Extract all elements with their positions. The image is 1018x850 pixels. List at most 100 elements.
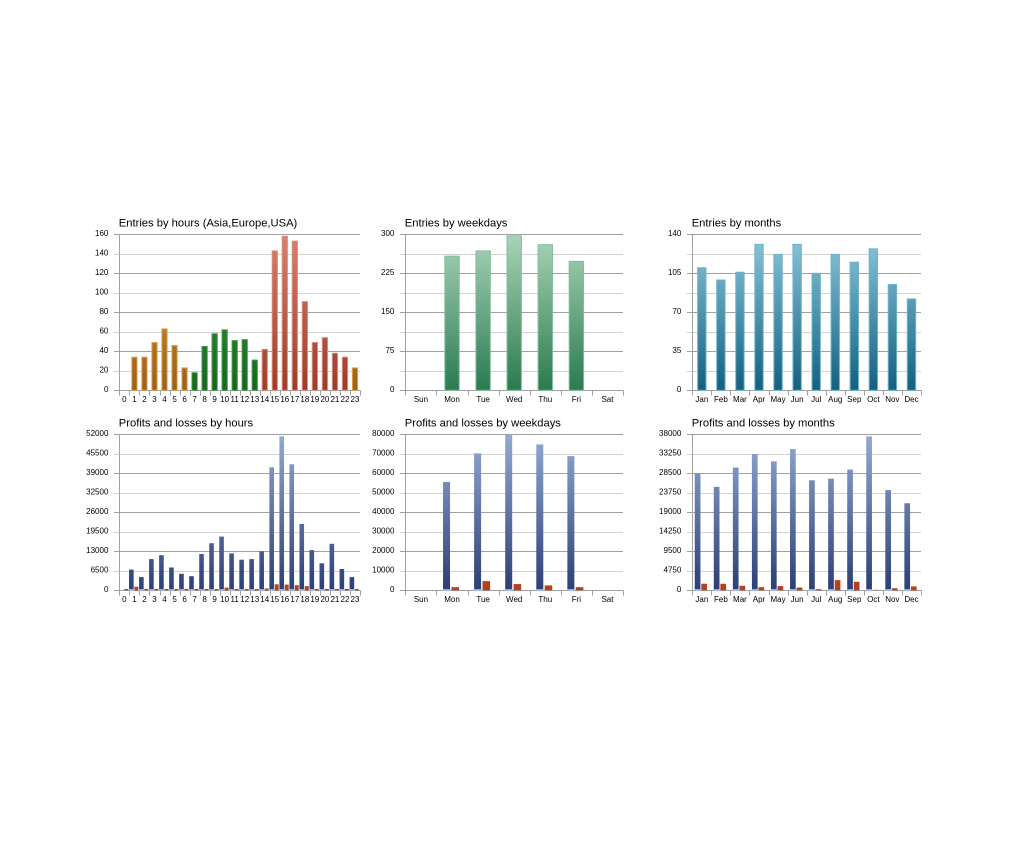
svg-text:23: 23	[351, 395, 360, 404]
svg-text:19: 19	[310, 595, 319, 604]
svg-text:0: 0	[122, 595, 127, 604]
svg-text:17: 17	[290, 395, 299, 404]
svg-text:19000: 19000	[659, 507, 682, 516]
svg-text:105: 105	[668, 268, 682, 277]
svg-text:32500: 32500	[86, 488, 109, 497]
svg-text:Nov: Nov	[885, 595, 899, 604]
svg-text:0: 0	[104, 385, 109, 394]
svg-text:10: 10	[220, 395, 229, 404]
svg-text:20: 20	[320, 395, 329, 404]
svg-text:4: 4	[162, 395, 167, 404]
svg-text:Jan: Jan	[695, 595, 708, 604]
svg-text:Entries by weekdays: Entries by weekdays	[405, 218, 508, 230]
svg-text:80: 80	[99, 307, 108, 316]
svg-text:22: 22	[341, 395, 350, 404]
svg-text:8: 8	[202, 595, 207, 604]
svg-text:1: 1	[132, 595, 137, 604]
svg-text:9: 9	[212, 595, 217, 604]
svg-text:9500: 9500	[664, 546, 682, 555]
svg-text:Oct: Oct	[867, 395, 880, 404]
svg-text:19500: 19500	[86, 527, 109, 536]
svg-text:16: 16	[280, 595, 289, 604]
svg-text:Jul: Jul	[811, 395, 821, 404]
svg-text:140: 140	[95, 249, 109, 258]
svg-text:Jun: Jun	[791, 395, 804, 404]
svg-text:Jan: Jan	[695, 395, 708, 404]
svg-text:0: 0	[677, 585, 682, 594]
svg-text:Sat: Sat	[601, 595, 614, 604]
svg-text:Oct: Oct	[867, 595, 880, 604]
svg-text:12: 12	[240, 395, 249, 404]
svg-text:52000: 52000	[86, 429, 109, 438]
svg-text:39000: 39000	[86, 468, 109, 477]
svg-text:9: 9	[212, 395, 217, 404]
svg-text:0: 0	[390, 585, 395, 594]
svg-text:Mon: Mon	[444, 595, 460, 604]
svg-text:14: 14	[260, 595, 269, 604]
svg-text:0: 0	[390, 385, 395, 394]
svg-text:1: 1	[132, 395, 137, 404]
svg-text:23750: 23750	[659, 488, 682, 497]
svg-text:40: 40	[99, 346, 108, 355]
svg-text:6: 6	[182, 395, 187, 404]
svg-text:Sat: Sat	[601, 395, 614, 404]
svg-text:21: 21	[330, 395, 339, 404]
svg-text:26000: 26000	[86, 507, 109, 516]
svg-text:18: 18	[300, 595, 309, 604]
svg-text:11: 11	[231, 595, 240, 604]
svg-text:20: 20	[320, 595, 329, 604]
svg-text:14250: 14250	[659, 527, 682, 536]
svg-text:33250: 33250	[659, 449, 682, 458]
svg-text:120: 120	[95, 268, 109, 277]
svg-text:100: 100	[95, 288, 109, 297]
svg-text:Thu: Thu	[538, 595, 552, 604]
svg-text:8: 8	[202, 395, 207, 404]
svg-text:70: 70	[672, 307, 681, 316]
svg-text:Tue: Tue	[476, 595, 490, 604]
svg-text:160: 160	[95, 229, 109, 238]
svg-text:5: 5	[172, 595, 177, 604]
svg-text:Dec: Dec	[904, 395, 918, 404]
svg-text:Mar: Mar	[733, 395, 747, 404]
svg-text:Sun: Sun	[414, 595, 428, 604]
svg-text:Mar: Mar	[733, 595, 747, 604]
svg-text:Feb: Feb	[714, 595, 728, 604]
svg-text:40000: 40000	[372, 507, 395, 516]
svg-text:Sep: Sep	[847, 595, 862, 604]
svg-text:22: 22	[341, 595, 350, 604]
svg-text:30000: 30000	[372, 527, 395, 536]
svg-text:7: 7	[192, 595, 197, 604]
svg-text:150: 150	[381, 307, 395, 316]
svg-text:35: 35	[672, 346, 681, 355]
svg-text:3: 3	[152, 595, 157, 604]
svg-text:Wed: Wed	[506, 395, 522, 404]
svg-text:Sun: Sun	[414, 395, 428, 404]
svg-text:50000: 50000	[372, 488, 395, 497]
svg-text:19: 19	[310, 395, 319, 404]
svg-text:Nov: Nov	[885, 395, 899, 404]
svg-text:140: 140	[668, 229, 682, 238]
svg-text:5: 5	[172, 395, 177, 404]
svg-text:Mon: Mon	[444, 395, 460, 404]
svg-text:300: 300	[381, 229, 395, 238]
svg-text:3: 3	[152, 395, 157, 404]
svg-text:Feb: Feb	[714, 395, 728, 404]
svg-text:75: 75	[385, 346, 394, 355]
svg-text:15: 15	[270, 395, 279, 404]
svg-text:May: May	[770, 395, 785, 404]
svg-text:0: 0	[677, 385, 682, 394]
svg-text:Profits and losses by months: Profits and losses by months	[692, 418, 835, 430]
svg-text:Aug: Aug	[828, 595, 842, 604]
svg-text:16: 16	[280, 395, 289, 404]
svg-text:Jul: Jul	[811, 595, 821, 604]
svg-text:70000: 70000	[372, 449, 395, 458]
svg-text:4750: 4750	[664, 566, 682, 575]
svg-text:Apr: Apr	[753, 395, 766, 404]
svg-text:225: 225	[381, 268, 395, 277]
svg-text:May: May	[770, 595, 785, 604]
svg-text:20000: 20000	[372, 546, 395, 555]
svg-text:13: 13	[250, 395, 259, 404]
svg-text:80000: 80000	[372, 429, 395, 438]
svg-text:6: 6	[182, 595, 187, 604]
svg-text:Aug: Aug	[828, 395, 842, 404]
